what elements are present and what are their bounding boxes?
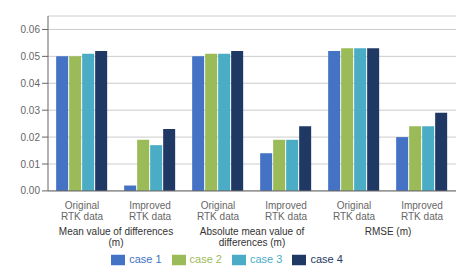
svg-text:0.05: 0.05 (21, 51, 41, 62)
html-text:case 4: case 4 (310, 252, 343, 265)
svg-text:0.04: 0.04 (21, 78, 41, 89)
svg-text:ImprovedRTK data: ImprovedRTK data (265, 200, 307, 222)
html-text:case 1: case 1 (129, 252, 162, 265)
svg-text:0.00: 0.00 (21, 185, 41, 196)
svg-text:Mean value of differences(m): Mean value of differences(m) (59, 226, 173, 248)
svg-text:RMSE (m): RMSE (m) (365, 226, 412, 237)
svg-text:Absolute mean value ofdifferen: Absolute mean value ofdifferences (m) (200, 226, 305, 248)
svg-text:0.02: 0.02 (21, 132, 41, 143)
html-text:case 2: case 2 (189, 252, 222, 265)
html-text:case 3: case 3 (250, 252, 283, 265)
svg-text:ImprovedRTK data: ImprovedRTK data (129, 200, 171, 222)
svg-text:ImprovedRTK data: ImprovedRTK data (401, 200, 443, 222)
svg-text:OriginalRTK data: OriginalRTK data (61, 200, 103, 222)
svg-text:0.03: 0.03 (21, 105, 41, 116)
svg-text:0.01: 0.01 (21, 159, 41, 170)
svg-text:OriginalRTK data: OriginalRTK data (333, 200, 375, 222)
svg-text:OriginalRTK data: OriginalRTK data (197, 200, 239, 222)
svg-text:0.06: 0.06 (21, 24, 41, 35)
